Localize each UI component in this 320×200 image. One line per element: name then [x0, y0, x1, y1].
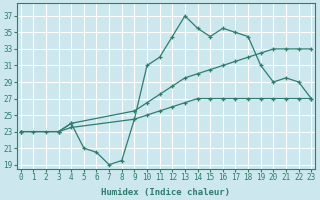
- X-axis label: Humidex (Indice chaleur): Humidex (Indice chaleur): [101, 188, 230, 197]
